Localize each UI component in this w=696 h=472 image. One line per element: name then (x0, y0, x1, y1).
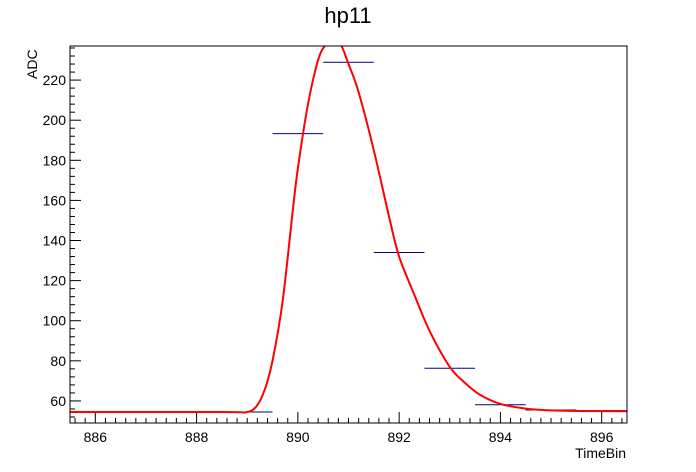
histogram-bins (70, 61, 627, 413)
y-tick-label: 60 (50, 393, 66, 409)
x-tick-label: 896 (590, 429, 614, 445)
x-axis: 886 888 890 892 894 896 (74, 412, 623, 445)
y-tick-label: 180 (43, 152, 67, 168)
y-tick-label: 120 (43, 273, 67, 289)
x-tick-label: 894 (489, 429, 513, 445)
x-tick-label: 886 (84, 429, 108, 445)
x-tick-label: 888 (185, 429, 209, 445)
chart-title: hp11 (324, 3, 371, 28)
y-tick-label: 220 (43, 72, 67, 88)
y-tick-label: 200 (43, 112, 67, 128)
x-axis-label: TimeBin (575, 445, 626, 461)
x-tick-label: 890 (286, 429, 310, 445)
fit-curve (70, 46, 627, 414)
y-axis: 60 80 100 120 140 160 180 200 220 (43, 47, 81, 418)
plot-frame (69, 45, 628, 424)
y-tick-label: 100 (43, 313, 67, 329)
x-tick-label: 892 (387, 429, 411, 445)
y-tick-label: 140 (43, 233, 67, 249)
fit-curve-layer (70, 46, 627, 414)
y-axis-label: ADC (24, 49, 40, 79)
y-tick-label: 80 (50, 353, 66, 369)
y-tick-label: 160 (43, 192, 67, 208)
